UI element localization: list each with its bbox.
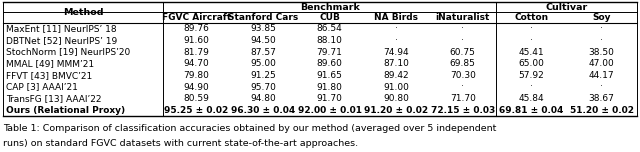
- Text: 47.00: 47.00: [589, 59, 614, 68]
- Text: 71.70: 71.70: [450, 94, 476, 103]
- Text: 89.42: 89.42: [383, 71, 409, 80]
- Text: 95.25 ± 0.02: 95.25 ± 0.02: [164, 106, 228, 115]
- Text: ·: ·: [530, 36, 532, 45]
- Text: 94.70: 94.70: [184, 59, 209, 68]
- Text: 87.10: 87.10: [383, 59, 409, 68]
- Text: MMAL [49] MMM’21: MMAL [49] MMM’21: [6, 59, 94, 68]
- Text: ·: ·: [461, 83, 464, 92]
- Text: Method: Method: [63, 8, 104, 17]
- Text: 79.71: 79.71: [317, 48, 342, 57]
- Text: 79.80: 79.80: [184, 71, 209, 80]
- Text: 72.15 ± 0.03: 72.15 ± 0.03: [431, 106, 495, 115]
- Text: 93.85: 93.85: [250, 24, 276, 33]
- Text: 51.20 ± 0.02: 51.20 ± 0.02: [570, 106, 634, 115]
- Text: 87.57: 87.57: [250, 48, 276, 57]
- Text: Cotton: Cotton: [514, 13, 548, 22]
- Text: 70.30: 70.30: [450, 71, 476, 80]
- Text: 94.90: 94.90: [184, 83, 209, 92]
- Text: 45.84: 45.84: [518, 94, 544, 103]
- Text: 91.70: 91.70: [317, 94, 342, 103]
- Text: ·: ·: [461, 24, 464, 33]
- Text: CAP [3] AAAI’21: CAP [3] AAAI’21: [6, 83, 77, 92]
- Text: ·: ·: [600, 36, 603, 45]
- Text: 44.17: 44.17: [589, 71, 614, 80]
- Text: 89.76: 89.76: [184, 24, 209, 33]
- Text: Stanford Cars: Stanford Cars: [228, 13, 298, 22]
- Text: 91.20 ± 0.02: 91.20 ± 0.02: [364, 106, 428, 115]
- Text: 80.59: 80.59: [184, 94, 209, 103]
- Text: 38.50: 38.50: [589, 48, 614, 57]
- Text: Benchmark: Benchmark: [300, 3, 360, 12]
- Text: NA Birds: NA Birds: [374, 13, 418, 22]
- Text: StochNorm [19] NeurIPS’20: StochNorm [19] NeurIPS’20: [6, 48, 130, 57]
- Text: FGVC Aircraft: FGVC Aircraft: [162, 13, 231, 22]
- Text: 88.10: 88.10: [317, 36, 342, 45]
- Text: FFVT [43] BMVC’21: FFVT [43] BMVC’21: [6, 71, 92, 80]
- Text: 60.75: 60.75: [450, 48, 476, 57]
- Text: Ours (Relational Proxy): Ours (Relational Proxy): [6, 106, 125, 115]
- Text: 91.60: 91.60: [184, 36, 209, 45]
- Text: ·: ·: [600, 24, 603, 33]
- Text: 91.25: 91.25: [250, 71, 276, 80]
- Text: 95.00: 95.00: [250, 59, 276, 68]
- Text: 57.92: 57.92: [518, 71, 544, 80]
- Text: ·: ·: [395, 24, 397, 33]
- Text: 92.00 ± 0.01: 92.00 ± 0.01: [298, 106, 362, 115]
- Text: CUB: CUB: [319, 13, 340, 22]
- Text: Table 1: Comparison of classification accuracies obtained by our method (average: Table 1: Comparison of classification ac…: [3, 124, 497, 133]
- Text: 69.81 ± 0.04: 69.81 ± 0.04: [499, 106, 563, 115]
- Text: 69.85: 69.85: [450, 59, 476, 68]
- Text: 95.70: 95.70: [250, 83, 276, 92]
- Text: 94.50: 94.50: [250, 36, 276, 45]
- Text: 86.54: 86.54: [317, 24, 342, 33]
- Text: 91.80: 91.80: [317, 83, 342, 92]
- Text: Cultivar: Cultivar: [545, 3, 588, 12]
- Text: runs) on standard FGVC datasets with current state-of-the-art approaches.: runs) on standard FGVC datasets with cur…: [3, 139, 358, 148]
- Text: 91.65: 91.65: [317, 71, 342, 80]
- Text: iNaturalist: iNaturalist: [436, 13, 490, 22]
- Text: ·: ·: [600, 83, 603, 92]
- Text: 89.60: 89.60: [317, 59, 342, 68]
- Text: DBTNet [52] NeurIPS’ 19: DBTNet [52] NeurIPS’ 19: [6, 36, 117, 45]
- Text: 45.41: 45.41: [518, 48, 544, 57]
- Text: ·: ·: [530, 24, 532, 33]
- Text: ·: ·: [461, 36, 464, 45]
- Text: ·: ·: [530, 83, 532, 92]
- Text: 74.94: 74.94: [383, 48, 409, 57]
- Text: 81.79: 81.79: [184, 48, 209, 57]
- Text: 90.80: 90.80: [383, 94, 409, 103]
- Text: 94.80: 94.80: [250, 94, 276, 103]
- Text: Soy: Soy: [593, 13, 611, 22]
- Text: ·: ·: [395, 36, 397, 45]
- Text: 91.00: 91.00: [383, 83, 409, 92]
- Text: 96.30 ± 0.04: 96.30 ± 0.04: [231, 106, 295, 115]
- Text: 65.00: 65.00: [518, 59, 544, 68]
- Text: TransFG [13] AAAI’22: TransFG [13] AAAI’22: [6, 94, 101, 103]
- Text: MaxEnt [11] NeurIPS’ 18: MaxEnt [11] NeurIPS’ 18: [6, 24, 116, 33]
- Text: 38.67: 38.67: [589, 94, 614, 103]
